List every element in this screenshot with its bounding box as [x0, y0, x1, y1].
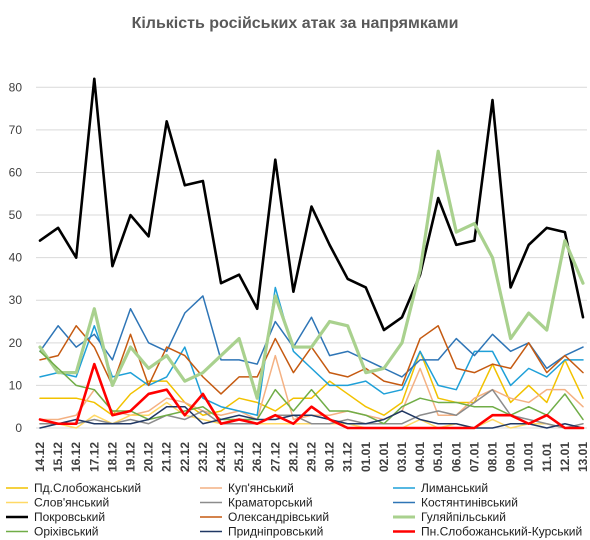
x-tick-label: 30.12 — [323, 442, 337, 472]
x-tick-label: 21.12 — [160, 442, 174, 472]
x-tick-label: 06.01 — [449, 442, 463, 472]
legend-label: Костянтинівський — [421, 496, 518, 510]
y-tick-label: 10 — [9, 378, 23, 392]
x-tick-label: 10.01 — [522, 442, 536, 472]
x-tick-label: 09.01 — [504, 442, 518, 472]
x-tick-label: 28.12 — [286, 442, 300, 472]
y-tick-label: 60 — [9, 165, 23, 179]
legend-label: Придніпровський — [228, 525, 323, 539]
x-tick-label: 20.12 — [142, 442, 156, 472]
y-tick-label: 50 — [9, 208, 23, 222]
x-tick-label: 31.12 — [341, 442, 355, 472]
x-axis-ticks: 14.12 15.12 16.12 17.12 18.12 19.12 20.12 21.12… — [33, 442, 590, 472]
y-tick-label: 20 — [9, 336, 23, 350]
x-tick-label: 16.12 — [69, 442, 83, 472]
series-line — [39, 286, 584, 416]
x-tick-label: 11.01 — [540, 442, 554, 472]
y-axis-ticks: 0 10 20 30 40 50 60 70 80 — [9, 80, 23, 435]
chart-title: Кількість російських атак за напрямками — [132, 15, 459, 32]
y-tick-label: 40 — [9, 251, 23, 265]
legend-label: Пд.Слобожанський — [34, 481, 141, 495]
x-tick-label: 03.01 — [395, 442, 409, 472]
x-tick-label: 04.01 — [413, 442, 427, 472]
legend-label: Краматорський — [228, 496, 313, 510]
x-tick-label: 01.01 — [359, 442, 373, 472]
x-tick-label: 02.01 — [377, 442, 391, 472]
y-tick-label: 0 — [15, 421, 22, 435]
x-tick-label: 29.12 — [305, 442, 319, 472]
legend-label: Оріхівський — [34, 525, 99, 539]
series-line — [39, 388, 584, 429]
x-tick-label: 15.12 — [51, 442, 65, 472]
legend-label: Гуляйпільський — [421, 510, 506, 524]
x-tick-label: 07.01 — [467, 442, 481, 472]
x-tick-label: 13.01 — [576, 442, 590, 472]
legend-label: Олександрівський — [228, 510, 329, 524]
x-tick-label: 17.12 — [87, 442, 101, 472]
x-tick-label: 18.12 — [105, 442, 119, 472]
gridlines — [36, 86, 587, 429]
legend-label: Покровський — [34, 510, 105, 524]
x-tick-label: 14.12 — [33, 442, 47, 472]
x-tick-label: 27.12 — [268, 442, 282, 472]
y-tick-label: 30 — [9, 293, 23, 307]
series-line — [38, 362, 585, 430]
x-tick-label: 08.01 — [486, 442, 500, 472]
x-tick-label: 23.12 — [196, 442, 210, 472]
x-tick-label: 25.12 — [232, 442, 246, 472]
x-tick-label: 24.12 — [214, 442, 228, 472]
legend: Пд.Слобожанський Куп'янський Лиманський Сло… — [6, 481, 582, 539]
x-tick-label: 12.01 — [558, 442, 572, 472]
legend-label: Слов'янський — [34, 496, 109, 510]
legend-label: Куп'янський — [228, 481, 294, 495]
x-tick-label: 05.01 — [431, 442, 445, 472]
legend-label: Пн.Слобожанський-Курський — [421, 525, 582, 539]
x-tick-label: 26.12 — [250, 442, 264, 472]
series-line — [38, 77, 585, 332]
y-tick-label: 80 — [9, 80, 23, 94]
series-lines — [38, 77, 585, 430]
series-line — [38, 149, 585, 400]
legend-label: Лиманський — [421, 481, 488, 495]
y-tick-label: 70 — [9, 123, 23, 137]
x-tick-label: 19.12 — [124, 442, 138, 472]
x-tick-label: 22.12 — [178, 442, 192, 472]
series-line — [39, 295, 584, 378]
series-line — [39, 405, 584, 429]
